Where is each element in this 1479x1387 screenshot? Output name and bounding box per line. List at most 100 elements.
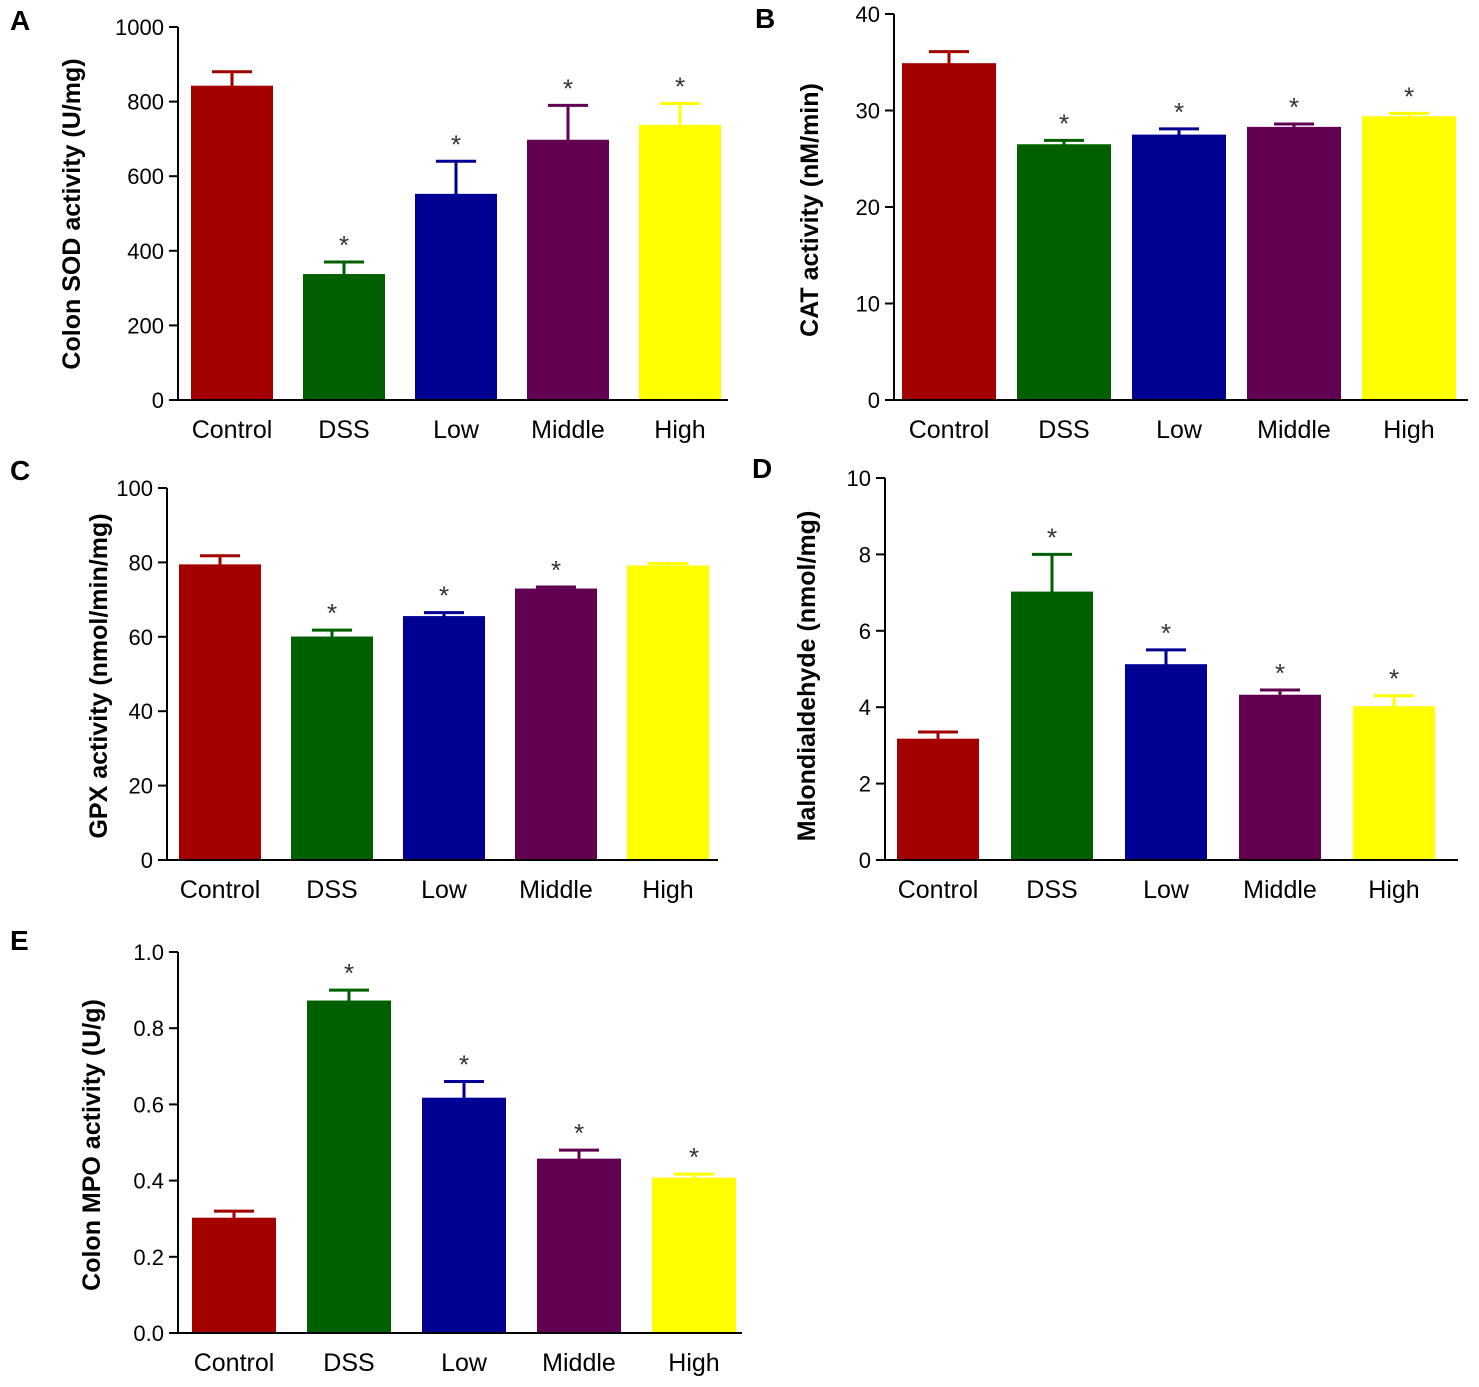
x-tick-label: High: [1368, 876, 1419, 904]
bar-high: [652, 1177, 736, 1334]
significance-star: *: [1404, 81, 1414, 111]
panel-letter: E: [10, 925, 29, 956]
panel-d: D Malondialdehyde (nmol/mg) Control * DSS * Lo…: [752, 453, 1458, 904]
x-tick-label: Low: [1143, 876, 1190, 904]
y-tick-label: 40: [856, 2, 880, 27]
y-tick-label: 0.4: [133, 1169, 164, 1194]
y-tick-label: 1.0: [133, 940, 164, 965]
significance-star: *: [327, 598, 337, 628]
x-tick-label: Middle: [1243, 876, 1317, 904]
bar-dss: [1017, 144, 1111, 401]
y-tick-label: 40: [129, 699, 153, 724]
bar-high: [1353, 706, 1435, 862]
y-tick-label: 4: [859, 695, 871, 720]
panel-a: A Colon SOD activity (U/mg) Control * DSS * Lo…: [10, 5, 728, 444]
bar-dss: [1011, 591, 1093, 861]
x-tick-label: DSS: [1026, 876, 1077, 904]
y-axis-label: GPX activity (nmol/min/mg): [85, 513, 113, 838]
y-tick-label: 20: [856, 195, 880, 220]
x-tick-label: Middle: [531, 416, 605, 444]
significance-star: *: [439, 581, 449, 611]
x-tick-label: Low: [441, 1349, 488, 1377]
bar-control: [897, 738, 979, 861]
y-axis-label: Colon MPO activity (U/g): [78, 999, 106, 1291]
x-tick-label: Low: [1156, 416, 1203, 444]
significance-star: *: [344, 958, 354, 988]
y-axis-label: CAT activity (nM/min): [796, 83, 824, 337]
bar-middle: [515, 588, 597, 862]
y-tick-label: 600: [127, 164, 164, 189]
x-tick-label: High: [654, 416, 705, 444]
x-tick-label: Middle: [519, 876, 593, 904]
x-tick-label: Low: [433, 416, 480, 444]
x-tick-label: DSS: [323, 1349, 374, 1377]
panel-letter: D: [752, 453, 772, 484]
x-tick-label: Control: [180, 876, 261, 904]
significance-star: *: [1289, 92, 1299, 122]
y-tick-label: 20: [129, 774, 153, 799]
bar-low: [1132, 134, 1226, 401]
bar-dss: [303, 274, 385, 402]
y-tick-label: 800: [127, 90, 164, 115]
y-tick-label: 0: [868, 388, 880, 413]
significance-star: *: [1047, 522, 1057, 552]
x-tick-label: DSS: [318, 416, 369, 444]
significance-star: *: [1059, 108, 1069, 138]
y-tick-label: 0.6: [133, 1092, 164, 1117]
bar-middle: [1239, 694, 1321, 861]
significance-star: *: [1275, 658, 1285, 688]
y-tick-label: 8: [859, 542, 871, 567]
significance-star: *: [563, 73, 573, 103]
y-axis-label: Malondialdehyde (nmol/mg): [793, 511, 821, 842]
y-tick-label: 10: [847, 466, 871, 491]
y-tick-label: 30: [856, 99, 880, 124]
bar-control: [191, 85, 273, 402]
x-tick-label: High: [642, 876, 693, 904]
x-tick-label: Control: [898, 876, 979, 904]
significance-star: *: [1389, 664, 1399, 694]
y-tick-label: 0: [152, 388, 164, 413]
bar-low: [415, 193, 497, 401]
y-tick-label: 400: [127, 239, 164, 264]
significance-star: *: [339, 230, 349, 260]
x-tick-label: Control: [909, 416, 990, 444]
bar-control: [192, 1217, 276, 1334]
x-tick-label: High: [1383, 416, 1434, 444]
x-tick-label: DSS: [306, 876, 357, 904]
significance-star: *: [675, 71, 685, 101]
y-tick-label: 0.2: [133, 1245, 164, 1270]
bar-middle: [527, 139, 609, 401]
y-tick-label: 0: [859, 848, 871, 873]
bar-dss: [307, 1000, 391, 1335]
significance-star: *: [689, 1142, 699, 1172]
significance-star: *: [551, 555, 561, 585]
bar-middle: [1247, 126, 1341, 402]
significance-star: *: [1161, 618, 1171, 648]
bar-control: [179, 564, 261, 861]
bar-high: [639, 124, 721, 401]
panel-b: B CAT activity (nM/min) Control * DSS * Low * Mi…: [755, 2, 1468, 444]
y-tick-label: 200: [127, 313, 164, 338]
panel-e: E Colon MPO activity (U/g) Control * DSS * Low…: [10, 925, 742, 1377]
x-tick-label: Control: [194, 1349, 275, 1377]
y-tick-label: 1000: [115, 15, 164, 40]
y-tick-label: 60: [129, 625, 153, 650]
y-tick-label: 6: [859, 619, 871, 644]
y-tick-label: 0: [141, 848, 153, 873]
x-tick-label: Control: [192, 416, 273, 444]
significance-star: *: [459, 1050, 469, 1080]
bar-high: [1362, 116, 1456, 401]
panel-letter: C: [10, 455, 30, 486]
bar-control: [902, 63, 996, 402]
x-tick-label: Low: [421, 876, 468, 904]
bar-dss: [291, 636, 373, 861]
bar-low: [422, 1097, 506, 1335]
x-tick-label: Middle: [1257, 416, 1331, 444]
y-tick-label: 100: [116, 476, 153, 501]
significance-star: *: [451, 129, 461, 159]
x-tick-label: High: [668, 1349, 719, 1377]
y-axis-label: Colon SOD activity (U/mg): [58, 58, 86, 369]
panel-letter: B: [755, 3, 775, 34]
x-tick-label: Middle: [542, 1349, 616, 1377]
